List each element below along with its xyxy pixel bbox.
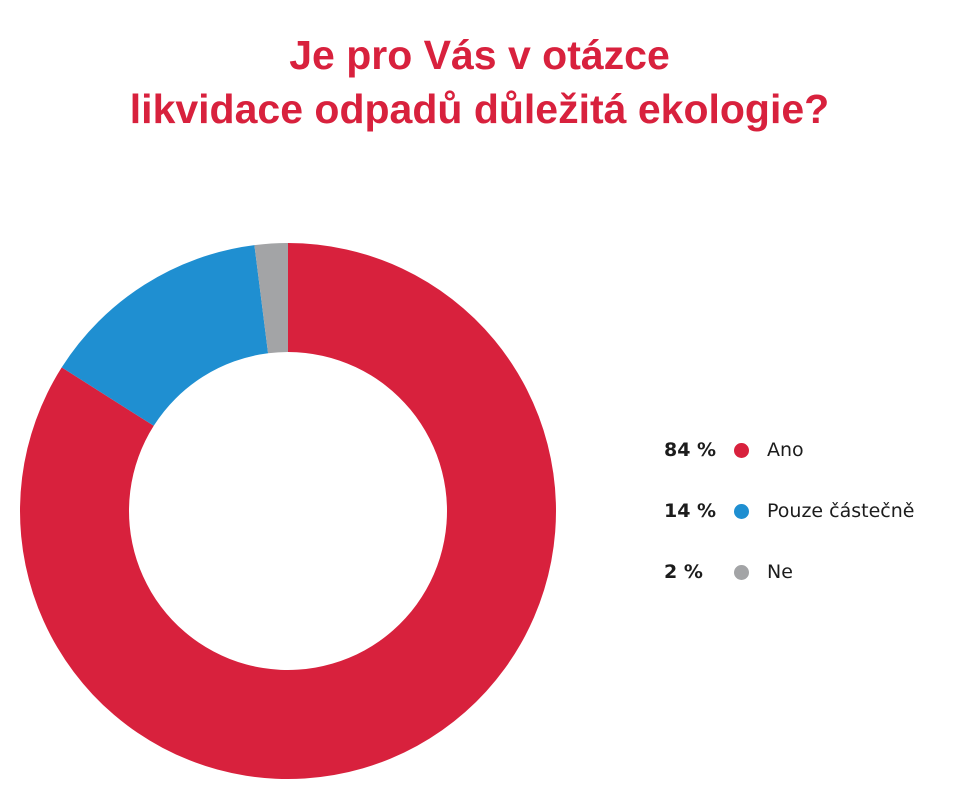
legend-item-pouze-castecne: 14 % Pouze částečně bbox=[664, 493, 914, 529]
legend-item-ano: 84 % Ano bbox=[664, 432, 914, 468]
legend: 84 % Ano 14 % Pouze částečně 2 % Ne bbox=[664, 432, 914, 615]
legend-item-ne: 2 % Ne bbox=[664, 554, 914, 590]
donut-slice-ne bbox=[254, 243, 288, 354]
chart-title-line-2: likvidace odpadů důležitá ekologie? bbox=[129, 86, 830, 132]
legend-value-ano: 84 % bbox=[664, 439, 717, 461]
legend-label-ne: Ne bbox=[767, 561, 793, 583]
chart-title-line-1: Je pro Vás v otázce bbox=[289, 32, 670, 78]
legend-label-ano: Ano bbox=[767, 439, 804, 461]
donut-slice-pouze-castecne bbox=[61, 245, 269, 426]
legend-dot-pouze-castecne bbox=[734, 503, 749, 519]
legend-dot-ano bbox=[734, 442, 749, 458]
chart-title: Je pro Vás v otázce likvidace odpadů důl… bbox=[0, 28, 959, 136]
donut-slice-ano bbox=[19, 243, 557, 779]
legend-dot-ne bbox=[734, 564, 749, 580]
legend-value-pouze-castecne: 14 % bbox=[664, 500, 717, 522]
legend-value-ne: 2 % bbox=[664, 561, 703, 583]
legend-label-pouze-castecne: Pouze částečně bbox=[767, 500, 915, 522]
